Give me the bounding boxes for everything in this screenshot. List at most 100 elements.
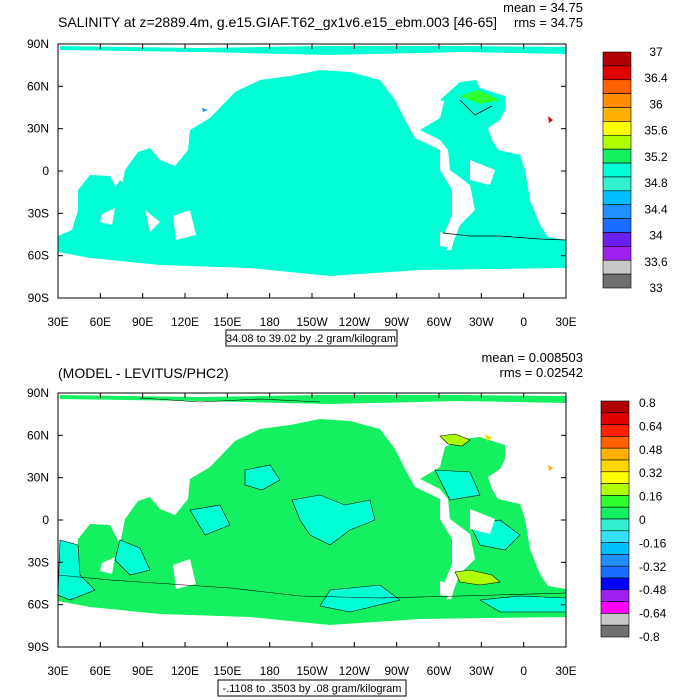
colorbar-label: -0.16: [639, 536, 667, 550]
colorbar-box: [602, 162, 632, 178]
y-tick-label: 30N: [27, 122, 49, 136]
x-tick-label: 30W: [469, 315, 494, 329]
y-tick-label: 90S: [28, 291, 49, 305]
colorbar-box: [600, 613, 630, 626]
panel-difference: (MODEL - LEVITUS/PHC2) mean = 0.008503 r…: [27, 350, 667, 697]
colorbar-box: [602, 176, 632, 192]
y-tick-label: 30S: [28, 555, 49, 569]
colorbar-box: [602, 218, 632, 233]
colorbar-label: 35.6: [644, 124, 668, 138]
contour-info: -.1108 to .3503 by .08 gram/kilogram: [223, 683, 402, 695]
x-axis-ticks: 30E 60E 90E 120E 150E 180 150W 120W 90W 60W 30W 0 30…: [47, 44, 577, 329]
colorbar-box: [600, 471, 630, 484]
x-tick-label: 120W: [339, 315, 371, 329]
colorbar-label: 0.64: [639, 419, 663, 433]
x-tick-label: 60E: [90, 664, 111, 678]
colorbar-box: [600, 518, 630, 532]
rms-label: rms = 34.75: [514, 15, 583, 30]
colorbar-box: [600, 565, 630, 579]
map-field: [58, 44, 566, 298]
colorbar-label: -0.32: [639, 560, 667, 574]
x-tick-label: 150E: [213, 315, 241, 329]
x-tick-label: 150W: [296, 315, 328, 329]
colorbar-box: [600, 601, 630, 614]
y-tick-label: 60N: [27, 79, 49, 93]
colorbar-box: [600, 530, 630, 543]
colorbar-box: [600, 424, 630, 437]
mean-label: mean = 34.75: [503, 0, 583, 15]
colorbar-label: 34: [649, 229, 663, 243]
y-axis-ticks: 90N 60N 30N 0 30S 60S 90S: [27, 386, 566, 654]
x-tick-label: 150W: [296, 664, 328, 678]
colorbar-box: [600, 412, 630, 425]
colorbar-box: [602, 148, 632, 164]
colorbar-box: [600, 483, 630, 496]
colorbar-label: -0.64: [639, 607, 667, 621]
x-tick-label: 150E: [213, 664, 241, 678]
colorbar-box: [600, 589, 630, 602]
contour-info-box: [225, 329, 398, 347]
colorbar-box: [600, 624, 630, 638]
colorbar-label: 0: [639, 513, 646, 527]
colorbar-label: -0.8: [639, 630, 660, 644]
colorbar-box: [602, 204, 632, 219]
colorbar: 37 36.4 36 35.6 35.2 34.8 34.4 34 33.6 33: [602, 45, 668, 295]
y-tick-label: 60S: [28, 598, 49, 612]
y-tick-label: 90S: [28, 640, 49, 654]
map-field: [58, 393, 566, 647]
colorbar-label: 35.2: [644, 150, 668, 164]
colorbar-label: 33.6: [644, 255, 668, 269]
colorbar-box: [600, 447, 630, 461]
colorbar-box: [600, 554, 630, 567]
y-tick-label: 0: [42, 513, 49, 527]
colorbar-label: 0.48: [639, 443, 663, 457]
x-tick-label: 90E: [132, 664, 153, 678]
colorbar-label: 0.32: [639, 466, 663, 480]
x-tick-label: 180: [260, 664, 280, 678]
x-tick-label: 90W: [384, 664, 409, 678]
x-axis-ticks: 30E 60E 90E 120E 150E 180 150W 120W 90W 60W 30W 0 30…: [47, 393, 577, 678]
y-tick-label: 30N: [27, 471, 49, 485]
colorbar-label: 36.4: [644, 71, 668, 85]
x-tick-label: 0: [520, 315, 527, 329]
colorbar-label: 34.4: [644, 202, 668, 216]
panel-salinity: SALINITY at z=2889.4m, g.e15.GIAF.T62_gx…: [27, 0, 668, 347]
rms-label: rms = 0.02542: [500, 365, 583, 380]
x-tick-label: 60W: [427, 315, 452, 329]
panel-title: (MODEL - LEVITUS/PHC2): [58, 365, 229, 381]
x-tick-label: 30E: [555, 664, 576, 678]
x-tick-label: 30E: [555, 315, 576, 329]
x-tick-label: 120E: [171, 664, 199, 678]
y-tick-label: 60N: [27, 428, 49, 442]
colorbar-box: [602, 134, 632, 150]
colorbar-box: [602, 259, 632, 275]
colorbar-box: [602, 93, 632, 108]
colorbar-label: 0.8: [639, 396, 656, 410]
colorbar-label: 34.8: [644, 176, 668, 190]
x-tick-label: 30E: [47, 315, 68, 329]
colorbar-box: [602, 107, 632, 122]
panel-title: SALINITY at z=2889.4m, g.e15.GIAF.T62_gx…: [58, 14, 497, 30]
x-tick-label: 30E: [47, 664, 68, 678]
x-tick-label: 90W: [384, 315, 409, 329]
x-tick-label: 0: [520, 664, 527, 678]
y-tick-label: 60S: [28, 249, 49, 263]
y-tick-label: 90N: [27, 386, 49, 400]
colorbar-box: [602, 79, 632, 94]
x-tick-label: 60E: [90, 315, 111, 329]
colorbar-label: 0.16: [639, 490, 663, 504]
colorbar-box: [600, 495, 630, 508]
y-tick-label: 90N: [27, 37, 49, 51]
x-tick-label: 60W: [427, 664, 452, 678]
colorbar-label: 37: [649, 45, 663, 59]
y-axis-ticks: 90N 60N 30N 0 30S 60S 90S: [27, 37, 566, 305]
colorbar-label: -0.48: [639, 583, 667, 597]
x-tick-label: 120W: [339, 664, 371, 678]
colorbar-box: [600, 542, 630, 555]
colorbar-box: [602, 232, 632, 247]
colorbar-label: 33: [649, 281, 663, 295]
colorbar-box: [600, 436, 630, 449]
colorbar-box: [600, 400, 630, 414]
colorbar-box: [602, 51, 632, 67]
